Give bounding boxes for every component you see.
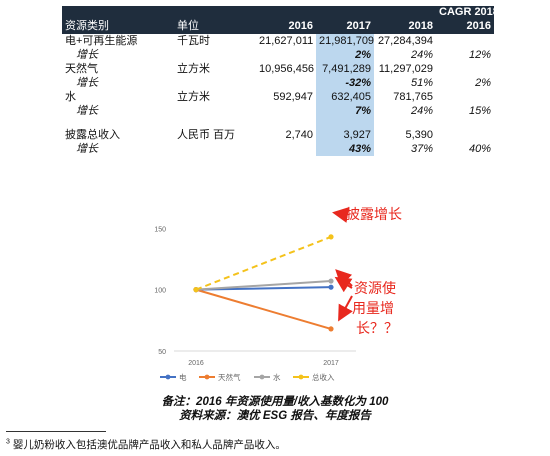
series-point-电 (328, 284, 334, 290)
footnote-marker: 3 (6, 438, 10, 446)
cell-2016: 10,956,456 (259, 63, 315, 75)
header-2017: 2017 (316, 19, 374, 34)
legend-marker-电 (165, 374, 171, 380)
header-2016: 2016 (256, 19, 316, 34)
cell-cagr: 40% (468, 143, 491, 155)
series-line-天然气 (195, 288, 332, 330)
row-label: 增长 (76, 77, 98, 89)
cell-cagr: 15% (468, 105, 491, 117)
cell-growth-2018: 24% (410, 105, 433, 117)
legend-label-天然气: 天然气 (218, 372, 241, 382)
y-tick-label: 100 (154, 288, 166, 295)
header-unit: 单位 (174, 19, 256, 34)
row-unit: 人民币 百万 (177, 129, 236, 141)
line-chart: 50 100 150 2016 2017 电 天然气 水 总收入 (154, 226, 356, 382)
cell-2017: 3,927 (316, 128, 374, 142)
row-unit: 千瓦时 (177, 35, 210, 47)
table-row-growth: 增长 2% 24% 12% (62, 48, 494, 62)
row-label: 增长 (76, 105, 98, 117)
row-label: 电+可再生能源 (65, 35, 138, 47)
cell-growth-2017: 2% (316, 48, 374, 62)
cell-growth-2017: 43% (316, 142, 374, 156)
table-row-growth: 增长 7% 24% 15% (62, 104, 494, 118)
series-point-总收入 (328, 234, 334, 240)
cell-2016: 592,947 (273, 91, 313, 103)
series-point-总收入 (193, 287, 199, 293)
header-category: 资源类别 (62, 19, 174, 34)
row-label: 水 (65, 91, 76, 103)
cell-growth-2018: 51% (410, 77, 433, 89)
row-label: 增长 (76, 49, 98, 61)
header-2018: 2018 (374, 19, 436, 34)
annotation-revenue-growth: 披露增长 (346, 206, 402, 222)
series-point-天然气 (328, 326, 334, 332)
caption-source: 资料来源：澳优 ESG 报告、年度报告 (179, 410, 371, 422)
cell-2018: 781,765 (393, 91, 433, 103)
cell-2017: 7,491,289 (316, 62, 374, 76)
cell-growth-2018: 37% (410, 143, 433, 155)
cell-2016: 21,627,011 (259, 35, 314, 47)
annotation-resource-line1: 资源使 (354, 280, 396, 296)
table-row-growth: 增长 -32% 51% 2% (62, 76, 494, 90)
cell-2017: 21,981,709 (316, 34, 374, 48)
cell-2018: 27,284,394 (377, 35, 433, 47)
caption-note: 备注：2016 年资源使用量/收入基数化为 100 (161, 396, 389, 408)
row-unit: 立方米 (177, 63, 210, 75)
y-tick-label: 150 (154, 226, 166, 233)
y-tick-label: 50 (158, 349, 166, 356)
series-line-电 (195, 286, 332, 291)
legend-label-电: 电 (179, 372, 187, 382)
series-line-总收入 (195, 235, 332, 291)
row-label: 天然气 (65, 63, 98, 75)
footnote: 3 婴儿奶粉收入包括澳优品牌产品收入和私人品牌产品收入。 (6, 437, 286, 452)
table-gap-row (62, 118, 494, 128)
table-row-growth: 增长 43% 37% 40% (62, 142, 494, 156)
header-cagr-bottom: 2016 (436, 19, 494, 34)
table-row: 天然气 立方米 10,956,456 7,491,289 11,297,029 (62, 62, 494, 76)
cell-2017: 632,405 (316, 90, 374, 104)
row-label: 增长 (76, 143, 98, 155)
cell-2018: 11,297,029 (378, 63, 433, 75)
x-tick-label: 2016 (188, 360, 204, 367)
legend-marker-水 (259, 374, 265, 380)
cell-growth-2017: 7% (316, 104, 374, 118)
row-label: 披露总收入 (65, 129, 120, 141)
header-cagr-top: CAGR 2018- (436, 6, 494, 19)
cell-cagr: 12% (468, 49, 491, 61)
row-unit: 立方米 (177, 91, 210, 103)
table-header-row-top: CAGR 2018- (62, 6, 494, 19)
series-point-水 (328, 278, 334, 284)
table-row: 电+可再生能源 千瓦时 21,627,011 21,981,709 27,284… (62, 34, 494, 48)
footnote-divider (6, 431, 106, 432)
resource-table: CAGR 2018- 资源类别 单位 2016 2017 2018 2016 电… (62, 6, 494, 156)
annotation-resource-line3: 长？？ (356, 320, 398, 336)
cell-2018: 5,390 (405, 129, 433, 141)
cell-growth-2018: 24% (410, 49, 433, 61)
table-row: 披露总收入 人民币 百万 2,740 3,927 5,390 (62, 128, 494, 142)
footnote-text: 婴儿奶粉收入包括澳优品牌产品收入和私人品牌产品收入。 (12, 439, 286, 451)
series-line-水 (195, 280, 332, 291)
legend-label-总收入: 总收入 (312, 372, 335, 382)
cell-cagr: 2% (475, 77, 491, 89)
legend-label-水: 水 (273, 372, 281, 382)
legend-marker-总收入 (298, 374, 304, 380)
legend-marker-天然气 (204, 374, 210, 380)
table-row: 水 立方米 592,947 632,405 781,765 (62, 90, 494, 104)
cell-growth-2017: -32% (316, 76, 374, 90)
cell-2016: 2,740 (285, 129, 313, 141)
table-header-row: 资源类别 单位 2016 2017 2018 2016 (62, 19, 494, 34)
annotation-resource-line2: 用量增 (352, 300, 394, 316)
x-tick-label: 2017 (323, 360, 339, 367)
